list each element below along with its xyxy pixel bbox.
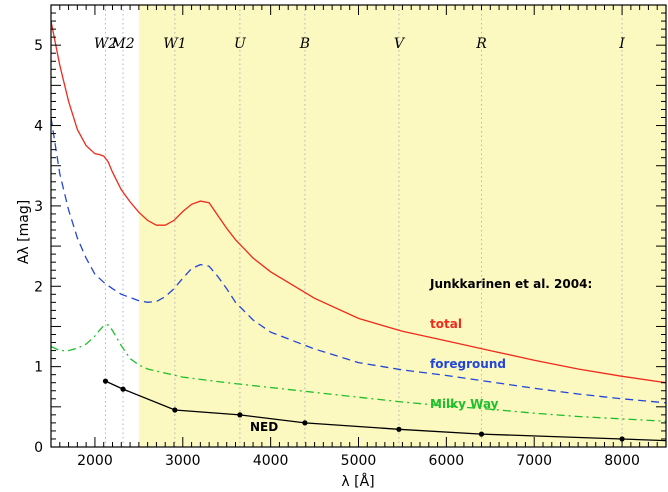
x-tick-label: 4000 <box>253 453 289 469</box>
filter-label-v: V <box>394 36 406 52</box>
y-tick-label: 1 <box>34 360 43 376</box>
ned-point <box>102 378 109 384</box>
filter-label-i: I <box>618 36 625 52</box>
ned-point <box>396 426 402 432</box>
y-tick-label: 5 <box>34 38 43 54</box>
axis-ticks-layer: 2000 3000 4000 5000 6000 7000 8000 0 1 2 3 4 5 <box>34 4 667 469</box>
ned-point <box>302 420 308 426</box>
y-tick-label: 4 <box>34 119 43 135</box>
annotation-reference: Junkkarinen et al. 2004: <box>429 277 592 291</box>
y-axis-label: Aλ [mag] <box>16 200 32 264</box>
ned-point <box>237 412 243 418</box>
ned-point <box>120 386 126 392</box>
ned-point <box>172 407 178 413</box>
filter-label-m2: M2 <box>110 36 134 52</box>
x-tick-label: 6000 <box>429 453 465 469</box>
series-total <box>50 20 667 384</box>
annotation-ned: NED <box>250 420 278 434</box>
ned-point <box>478 431 485 437</box>
legend-label-total: total <box>430 317 462 331</box>
shaded-region-layer <box>138 5 666 447</box>
series-layer <box>50 20 667 442</box>
filter-label-w2: W2 <box>94 36 117 52</box>
filter-label-u: U <box>234 36 247 52</box>
filter-label-w1: W1 <box>163 36 186 52</box>
x-axis-label: λ [Å] <box>341 473 374 490</box>
x-tick-label: 5000 <box>341 453 377 469</box>
filter-label-b: B <box>299 36 310 52</box>
x-tick-label: 7000 <box>516 453 552 469</box>
y-tick-label: 0 <box>34 440 43 456</box>
x-tick-label: 3000 <box>165 453 201 469</box>
x-tick-label: 2000 <box>77 453 113 469</box>
legend-label-milky-way: Milky Way <box>430 397 499 411</box>
y-tick-label: 2 <box>34 279 43 295</box>
y-tick-label: 3 <box>34 199 43 215</box>
series-milky-way <box>50 324 667 422</box>
filter-label-r: R <box>475 36 487 52</box>
x-tick-label: 8000 <box>604 453 640 469</box>
legend-label-foreground: foreground <box>430 357 506 371</box>
shaded-region <box>138 5 666 447</box>
filter-band-lines <box>104 5 623 447</box>
